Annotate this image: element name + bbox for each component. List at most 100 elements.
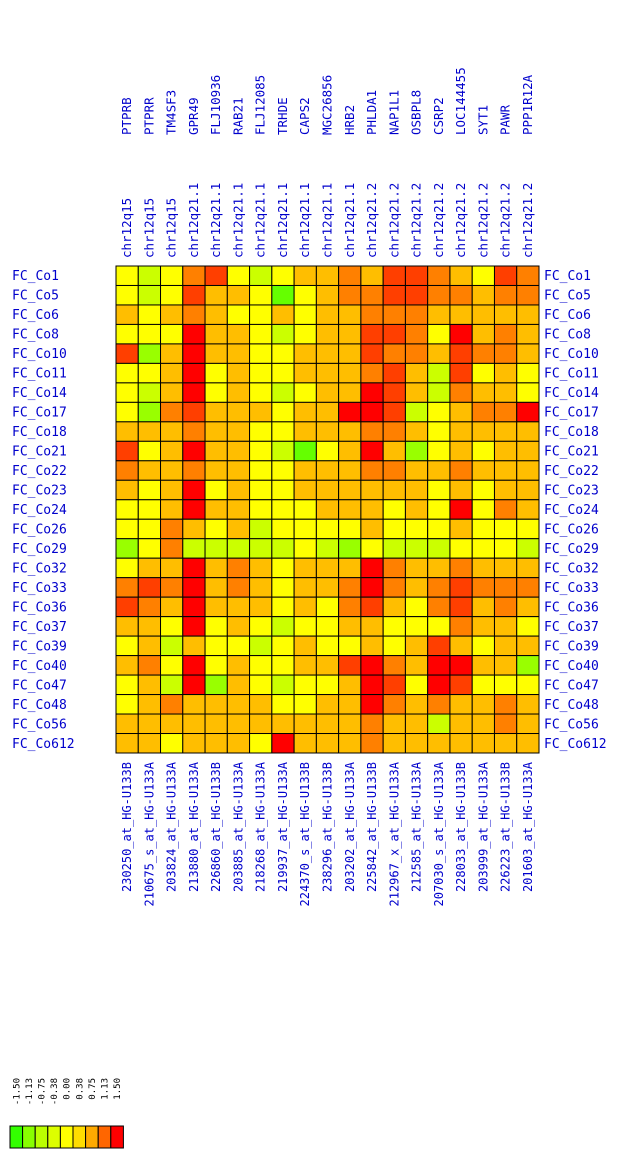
- sample-label-left: FC_Co29: [12, 542, 67, 557]
- heatmap-cell: [293, 440, 317, 462]
- heatmap-cell: [493, 694, 518, 715]
- gene-symbol-label: MGC26856: [320, 75, 335, 135]
- heatmap-cell: [182, 421, 206, 442]
- heatmap-cell: [249, 304, 273, 325]
- heatmap-cell: [382, 440, 406, 462]
- heatmap-cell: [293, 518, 317, 540]
- heatmap-cell: [493, 733, 518, 754]
- heatmap-cell: [315, 440, 340, 462]
- heatmap-cell: [293, 401, 317, 423]
- heatmap-cell: [315, 655, 340, 676]
- heatmap-cell: [204, 655, 228, 676]
- heatmap-cell: [315, 577, 340, 598]
- heatmap-cell: [137, 577, 162, 598]
- heatmap-cell: [360, 655, 384, 676]
- heatmap-cell: [160, 733, 184, 754]
- heatmap-cell: [115, 538, 139, 559]
- heatmap-cell: [360, 674, 384, 696]
- heatmap-cell: [137, 674, 162, 696]
- heatmap-cell: [360, 635, 384, 657]
- heatmap-cell: [271, 401, 295, 423]
- heatmap-cell: [160, 382, 184, 403]
- chromosome-band-label: chr12q21.2: [386, 183, 401, 258]
- heatmap-cell: [204, 596, 228, 618]
- heatmap-cell: [115, 284, 139, 306]
- heatmap-cell: [137, 694, 162, 715]
- heatmap-cell: [182, 323, 206, 345]
- chromosome-band-label: chr12q21.1: [253, 183, 268, 258]
- heatmap-cell: [404, 733, 429, 754]
- heatmap-cell: [315, 694, 340, 715]
- heatmap-cell: [449, 323, 473, 345]
- heatmap-cell: [137, 440, 162, 462]
- sample-label-right: FC_Co10: [544, 347, 599, 362]
- legend-swatch: [72, 1125, 87, 1149]
- chromosome-band-label: chr12q15: [119, 198, 134, 258]
- heatmap-cell: [249, 401, 273, 423]
- heatmap-cell: [338, 499, 362, 520]
- chromosome-band-label: chr12q21.1: [230, 183, 245, 258]
- heatmap-cell: [226, 518, 251, 540]
- heatmap-cell: [137, 323, 162, 345]
- heatmap-cell: [360, 518, 384, 540]
- sample-label-right: FC_Co40: [544, 659, 599, 674]
- heatmap-cell: [137, 596, 162, 618]
- heatmap-cell: [427, 265, 451, 286]
- heatmap-cell: [471, 518, 495, 540]
- gene-symbol-label: TRHDE: [275, 97, 290, 135]
- heatmap-cell: [271, 460, 295, 481]
- heatmap-cell: [516, 557, 540, 579]
- gene-symbol-label: SYT1: [475, 105, 490, 135]
- heatmap-cell: [115, 577, 139, 598]
- sample-label-right: FC_Co21: [544, 445, 599, 460]
- heatmap-cell: [204, 460, 228, 481]
- sample-label-right: FC_Co22: [544, 464, 599, 479]
- heatmap-cell: [382, 577, 406, 598]
- heatmap-cell: [204, 265, 228, 286]
- heatmap-cell: [249, 616, 273, 637]
- heatmap-cell: [204, 323, 228, 345]
- heatmap-cell: [182, 284, 206, 306]
- sample-label-left: FC_Co6: [12, 308, 59, 323]
- sample-label-right: FC_Co36: [544, 600, 599, 615]
- heatmap-cell: [427, 304, 451, 325]
- heatmap-cell: [293, 635, 317, 657]
- heatmap-cell: [293, 265, 317, 286]
- legend-swatch: [9, 1125, 24, 1149]
- heatmap-cell: [338, 538, 362, 559]
- heatmap-cell: [427, 440, 451, 462]
- gene-symbol-label: FLJ10936: [208, 75, 223, 135]
- heatmap-cell: [427, 343, 451, 364]
- gene-symbol-label: RAB21: [230, 97, 245, 135]
- heatmap-cell: [226, 538, 251, 559]
- sample-label-right: FC_Co26: [544, 522, 599, 537]
- heatmap-cell: [293, 343, 317, 364]
- heatmap-cell: [449, 538, 473, 559]
- heatmap-cell: [160, 557, 184, 579]
- heatmap-cell: [182, 538, 206, 559]
- heatmap-cell: [115, 304, 139, 325]
- heatmap-cell: [471, 674, 495, 696]
- heatmap-cell: [493, 304, 518, 325]
- heatmap-cell: [382, 382, 406, 403]
- heatmap-cell: [137, 460, 162, 481]
- sample-label-left: FC_Co47: [12, 678, 67, 693]
- heatmap-cell: [226, 323, 251, 345]
- heatmap-cell: [471, 694, 495, 715]
- probe-label: 224370_s_at_HG-U133B: [298, 762, 312, 907]
- heatmap-cell: [471, 616, 495, 637]
- heatmap-cell: [516, 694, 540, 715]
- heatmap-cell: [360, 733, 384, 754]
- heatmap-cell: [271, 265, 295, 286]
- heatmap-cell: [293, 323, 317, 345]
- heatmap-cell: [427, 733, 451, 754]
- heatmap-cell: [516, 713, 540, 735]
- heatmap-cell: [516, 733, 540, 754]
- heatmap-cell: [271, 577, 295, 598]
- heatmap-cell: [293, 674, 317, 696]
- heatmap-cell: [404, 440, 429, 462]
- heatmap-cell: [182, 713, 206, 735]
- heatmap-cell: [516, 362, 540, 384]
- legend-swatch: [22, 1125, 36, 1149]
- heatmap-cell: [471, 538, 495, 559]
